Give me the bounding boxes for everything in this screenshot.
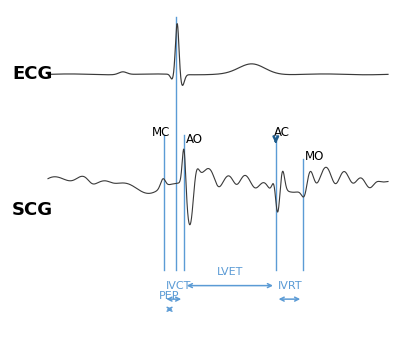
Text: IVCT: IVCT: [166, 281, 191, 291]
Text: MO: MO: [305, 150, 324, 163]
Text: SCG: SCG: [12, 200, 53, 219]
Text: LVET: LVET: [217, 267, 243, 277]
Text: ECG: ECG: [12, 65, 52, 83]
Text: AO: AO: [186, 134, 203, 146]
Text: AC: AC: [274, 126, 290, 139]
Text: IVRT: IVRT: [278, 281, 302, 291]
Text: PEP: PEP: [159, 291, 180, 301]
Text: MC: MC: [152, 126, 170, 139]
